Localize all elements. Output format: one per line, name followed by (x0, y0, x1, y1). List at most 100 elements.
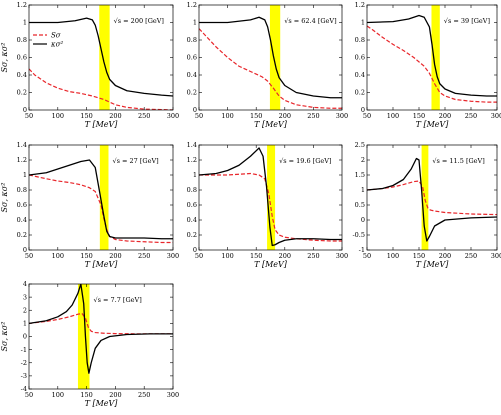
x-axis-label: T [MeV] (416, 260, 450, 269)
plot-area (367, 157, 497, 242)
y-tick-label: 0.8 (187, 36, 197, 44)
series-line-s_sigma (29, 312, 173, 335)
series-line-kappa_sigma2 (199, 16, 342, 99)
y-tick-label: 1 (193, 19, 197, 27)
transition-band (421, 145, 429, 250)
y-tick-label: 1 (23, 171, 27, 179)
legend-label-s_sigma: Sσ (51, 32, 61, 40)
y-tick-label: 0.4 (17, 71, 27, 79)
y-tick-label: 1 (23, 19, 27, 27)
y-tick-label: 2 (361, 156, 365, 164)
y-tick-label: 0.8 (17, 186, 27, 194)
x-tick-label: 200 (109, 252, 121, 260)
y-tick-label: 1.2 (355, 1, 365, 9)
energy-annotation: √s = 19.6 [GeV] (279, 157, 331, 165)
y-tick-label: -2 (21, 359, 27, 367)
x-tick-label: 150 (413, 252, 425, 260)
x-tick-label: 150 (250, 252, 262, 260)
y-tick-label: 2 (23, 306, 27, 314)
x-tick-label: 100 (221, 252, 233, 260)
energy-annotation: √s = 11.5 [GeV] (432, 157, 484, 165)
x-tick-label: 300 (336, 112, 348, 120)
y-tick-label: 3 (23, 293, 27, 301)
y-tick-label: -4 (21, 385, 27, 393)
y-tick-label: 1 (193, 171, 197, 179)
axes-frame (28, 144, 174, 251)
transition-band (99, 145, 109, 250)
transition-band (99, 5, 110, 110)
y-tick-label: 1.2 (187, 1, 197, 9)
plot-area (199, 16, 342, 109)
energy-annotation: √s = 7.7 [GeV] (93, 296, 141, 304)
y-tick-label: -0.5 (352, 231, 365, 239)
y-tick-label: -3 (21, 372, 27, 380)
y-tick-label: 0.2 (17, 231, 27, 239)
chart-panel-6: 50 100 150 200 250 300 -1 -0.5 0 0.5 1 1.5 2 2.5 T [Me… (352, 141, 501, 269)
x-tick-label: 250 (307, 252, 319, 260)
x-tick-label: 250 (138, 112, 150, 120)
energy-annotation: √s = 62.4 [GeV] (284, 17, 336, 25)
x-tick-label: 250 (465, 252, 477, 260)
x-tick-label: 50 (363, 252, 371, 260)
y-tick-label: -1 (21, 346, 27, 354)
plot-area (199, 147, 342, 247)
x-tick-label: 50 (195, 112, 203, 120)
x-tick-label: 200 (439, 112, 451, 120)
y-tick-label: 0.4 (187, 216, 197, 224)
x-tick-label: 200 (279, 112, 291, 120)
series-line-s_sigma (367, 25, 497, 103)
x-tick-label: 250 (138, 252, 150, 260)
y-tick-label: -1 (359, 246, 365, 254)
x-axis-label: T [MeV] (85, 120, 119, 129)
y-tick-label: 0 (23, 106, 27, 114)
y-tick-label: 1 (23, 320, 27, 328)
x-tick-label: 200 (109, 391, 121, 399)
series-line-kappa_sigma2 (29, 284, 173, 374)
y-tick-label: 0 (361, 216, 365, 224)
y-tick-label: 0 (193, 106, 197, 114)
transition-band (267, 145, 276, 250)
x-tick-label: 150 (80, 112, 92, 120)
x-axis-label: T [MeV] (85, 260, 119, 269)
x-tick-label: 100 (52, 112, 64, 120)
y-axis-label: Sσ, κσ² (0, 322, 9, 352)
y-tick-label: 0.6 (187, 201, 197, 209)
series-line-kappa_sigma2 (29, 17, 173, 97)
y-tick-label: 0 (23, 246, 27, 254)
chart-panel-4: 50 100 150 200 250 300 0 0.2 0.4 0.6 0.8 1 1.2 1.4 T [… (0, 141, 179, 269)
chart-panel-3: 50 100 150 200 250 300 0 0.2 0.4 0.6 0.8 1 1.2 T [MeV… (355, 1, 501, 129)
x-axis-label: T [MeV] (254, 260, 288, 269)
x-tick-label: 100 (387, 112, 399, 120)
x-tick-label: 50 (363, 112, 371, 120)
axes-frame (198, 144, 343, 251)
energy-annotation: √s = 39 [GeV] (444, 17, 490, 25)
y-tick-label: 0.6 (17, 54, 27, 62)
plot-area (367, 14, 497, 103)
x-tick-label: 300 (491, 252, 501, 260)
x-axis-label: T [MeV] (416, 120, 450, 129)
series-line-s_sigma (199, 28, 342, 109)
series-line-kappa_sigma2 (367, 14, 497, 97)
series-line-s_sigma (367, 180, 497, 216)
x-tick-label: 250 (465, 112, 477, 120)
x-tick-label: 150 (80, 252, 92, 260)
y-axis-label: Sσ, κσ² (0, 183, 9, 213)
y-tick-label: 0.8 (187, 186, 197, 194)
plot-area (29, 284, 173, 374)
chart-panel-2: 50 100 150 200 250 300 0 0.2 0.4 0.6 0.8 1 1.2 T [MeV… (187, 1, 349, 129)
x-tick-label: 300 (336, 252, 348, 260)
y-tick-label: 0.2 (17, 89, 27, 97)
plot-area (29, 17, 173, 110)
y-tick-label: 0.6 (187, 54, 197, 62)
x-tick-label: 300 (167, 112, 179, 120)
y-tick-label: 0.4 (17, 216, 27, 224)
y-tick-label: 1.2 (17, 1, 27, 9)
x-tick-label: 150 (413, 112, 425, 120)
y-tick-label: 1 (361, 19, 365, 27)
y-tick-label: 0 (23, 333, 27, 341)
transition-band (269, 5, 281, 110)
x-tick-label: 50 (195, 252, 203, 260)
x-tick-label: 200 (279, 252, 291, 260)
